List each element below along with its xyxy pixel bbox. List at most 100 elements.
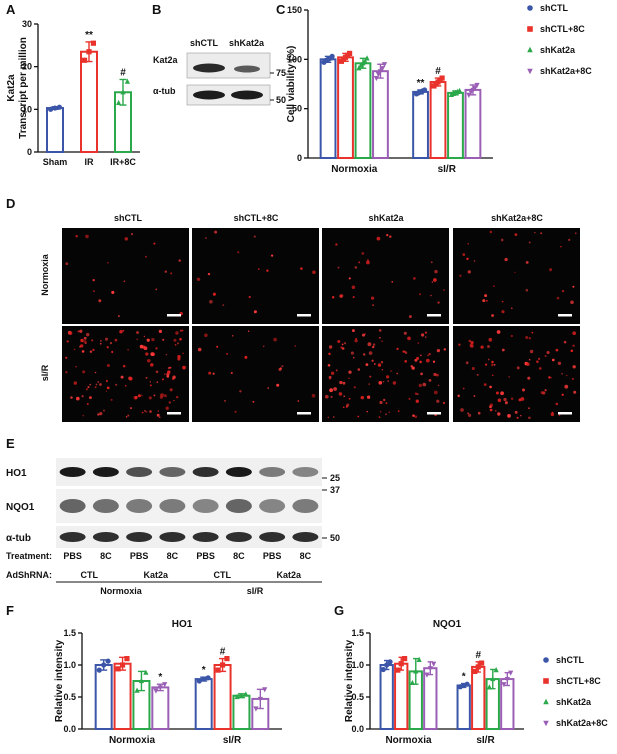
panel-d-tile-si-r-shkat2a-cell-78 bbox=[404, 350, 407, 353]
chart-g-point-normoxia-shctl-8c-2 bbox=[402, 656, 408, 662]
panel-d-tile-si-r-shkat2a-cell-64 bbox=[361, 333, 366, 337]
panel-d-tile-si-r-shkat2a-cell-95 bbox=[378, 329, 382, 332]
panel-d-tile-si-r-shkat2a-cell-82 bbox=[410, 365, 413, 368]
panel-d-tile-si-r-shctl-cell-115 bbox=[140, 394, 143, 397]
panel-d-tile-si-r-shctl-8c-cell-17 bbox=[234, 410, 237, 413]
panel-d-tile-si-r-shkat2a-cell-89 bbox=[420, 372, 423, 376]
panel-d-tile-si-r-shkat2a-8c-cell-14 bbox=[528, 336, 532, 340]
panel-d-tile-normoxia-shkat2a-8c-cell-7 bbox=[540, 232, 543, 235]
panel-d-tile-si-r-shkat2a-8c-cell-65 bbox=[531, 331, 534, 334]
chart-f-bar-normoxia-shctl-8c bbox=[113, 662, 132, 730]
panel-d-tile-si-r-shkat2a-cell-60 bbox=[353, 386, 356, 389]
panel-d-tile-si-r-shkat2a-8c-cell-15 bbox=[544, 389, 547, 392]
panel-d-tile-si-r-shkat2a-cell-1 bbox=[367, 342, 372, 347]
panel-d-tile-normoxia-shctl-cell-13 bbox=[164, 270, 168, 273]
panel-d-tile-si-r-shkat2a-8c-cell-75 bbox=[491, 374, 494, 377]
blot-e-marker-25: 25 bbox=[330, 473, 340, 483]
panel-d-tile-normoxia-shkat2a-8c-cell-24 bbox=[500, 238, 504, 242]
panel-d-tile-si-r-shkat2a-cell-93 bbox=[327, 363, 331, 367]
panel-d-tile-si-r-shkat2a-cell-69 bbox=[335, 369, 338, 372]
panel-d-tile-si-r-shkat2a-8c-cell-7 bbox=[557, 361, 562, 365]
blot-e-band-nqo1-7 bbox=[292, 499, 319, 513]
panel-d-row-normoxia: Normoxia bbox=[40, 253, 50, 296]
panel-d-tile-si-r-shctl-cell-108 bbox=[80, 344, 84, 348]
chart-c-point-si-r-shkat2a-8c-4 bbox=[474, 82, 480, 89]
blot-e-band-nqo1-5 bbox=[225, 499, 252, 513]
panel-d-tile-si-r-shctl-cell-94 bbox=[176, 396, 179, 399]
panel-d-tile-normoxia-shctl-8c-scale-bar bbox=[297, 314, 311, 317]
chart-c-ytick-label-50: 50 bbox=[292, 104, 302, 114]
chart-a-point-sham-1 bbox=[52, 105, 58, 111]
panel-d-tile-si-r-shctl-cell-62 bbox=[146, 338, 150, 342]
panel-d-tile-si-r-shkat2a-8c-cell-49 bbox=[497, 412, 501, 416]
panel-d-tile-normoxia-shkat2a-cell-22 bbox=[413, 277, 416, 280]
panel-d-tile-si-r-shkat2a-8c-cell-11 bbox=[483, 383, 487, 386]
blot-b-membrane-bottom bbox=[186, 84, 271, 106]
chart-c-xtick-si-r: sI/R bbox=[438, 164, 457, 175]
panel-d-tile-si-r-shctl-cell-49 bbox=[70, 396, 73, 399]
blot-e-band-nqo1-2 bbox=[126, 499, 153, 513]
legend-g-marker-shctl bbox=[543, 657, 549, 663]
panel-d-tile-si-r-shkat2a-cell-66 bbox=[425, 336, 427, 338]
panel-d-tile-si-r-shctl-cell-97 bbox=[149, 381, 152, 383]
chart-f-point-normoxia-shkat2a-8c-1 bbox=[157, 685, 163, 691]
panel-d-tile-si-r-shkat2a-cell-39 bbox=[379, 400, 383, 405]
chart-f-point-si-r-shctl-8c-1 bbox=[219, 662, 226, 668]
panel-d-tile-normoxia-shctl-8c bbox=[192, 228, 319, 324]
panel-d-tile-si-r-shkat2a-8c-cell-68 bbox=[540, 391, 544, 395]
blot-b-band-kat2a-shkat2a bbox=[234, 65, 260, 73]
panel-d-tile-si-r-shkat2a-8c-cell-40 bbox=[468, 413, 472, 417]
panel-d-tile-si-r-shctl-cell-12 bbox=[104, 337, 109, 341]
panel-d-tile-normoxia-shkat2a-8c-cell-28 bbox=[534, 231, 536, 234]
panel-d-tile-si-r-shctl-8c-cell-20 bbox=[226, 352, 229, 355]
chart-f-ytick-label-0-5: 0.5 bbox=[63, 692, 76, 702]
panel-d-tile-normoxia-shkat2a-8c bbox=[453, 228, 580, 324]
panel-d-tile-si-r-shctl-cell-59 bbox=[82, 370, 86, 374]
blot-b-marker-75: 75 bbox=[276, 68, 286, 78]
panel-d-tile-si-r-shctl-cell-21 bbox=[182, 352, 184, 355]
chart-g-bar-si-r-shkat2a-8c bbox=[500, 678, 515, 731]
panel-d-tile-si-r-shkat2a-cell-0 bbox=[377, 363, 382, 367]
chart-c-xtick-normoxia: Normoxia bbox=[331, 164, 378, 175]
chart-c-point-normoxia-shkat2a-8c-0 bbox=[373, 75, 379, 82]
panel-d-tile-normoxia-shctl-8c-cell-9 bbox=[248, 295, 251, 299]
panel-d-tile-normoxia-shctl-cell-10 bbox=[155, 288, 158, 291]
panel-d-tile-normoxia-shkat2a-8c-cell-13 bbox=[485, 299, 488, 302]
panel-d-tile-si-r-shctl-cell-113 bbox=[130, 407, 132, 410]
panel-d-tile-normoxia-shctl-cell-6 bbox=[145, 255, 147, 258]
chart-f-point-si-r-shctl-0 bbox=[196, 678, 202, 684]
panel-d-tile-normoxia-shkat2a-8c-cell-18 bbox=[459, 274, 462, 277]
chart-f-ytick-label-0-0: 0.0 bbox=[63, 724, 76, 734]
chart-f-point-normoxia-shkat2a-0 bbox=[134, 687, 140, 693]
chart-c-bar-normoxia-shctl bbox=[319, 58, 337, 159]
panel-d-tile-si-r-shctl-cell-69 bbox=[125, 416, 128, 418]
panel-d-tile-si-r-shkat2a-cell-88 bbox=[385, 413, 387, 416]
panel-d-tile-si-r-shctl-cell-85 bbox=[136, 338, 138, 341]
blot-e-treatment-5: 8C bbox=[233, 551, 245, 561]
panel-d-tile-normoxia-shctl-8c-cell-6 bbox=[237, 251, 240, 254]
panel-d-tile-si-r-shkat2a-cell-38 bbox=[417, 342, 420, 344]
panel-d-tile-si-r-shctl-cell-127 bbox=[89, 350, 93, 353]
chart-f-point-normoxia-shkat2a-2 bbox=[143, 669, 149, 675]
chart-a: 0 10 20 30 Kat2a Transcript per million Sham IR… bbox=[6, 19, 140, 167]
panel-d-tile-si-r-shctl-cell-37 bbox=[105, 379, 109, 383]
chart-g-bar-normoxia-shctl bbox=[379, 664, 394, 730]
panel-label-d: D bbox=[6, 196, 15, 211]
panel-d-tile-si-r-shkat2a-8c-cell-25 bbox=[493, 363, 496, 366]
blot-e-marker-50: 50 bbox=[330, 533, 340, 543]
panel-d-tile-si-r-shkat2a-8c-cell-56 bbox=[520, 414, 522, 417]
blot-e-band-ho1-3 bbox=[159, 467, 186, 477]
chart-a-point-ir-8c-1 bbox=[120, 89, 126, 95]
panel-d-tile-si-r-shkat2a-8c-cell-83 bbox=[487, 358, 490, 361]
panel-d-tile-si-r-shctl-cell-107 bbox=[88, 396, 92, 400]
panel-d-tile-normoxia-shkat2a-scale-bar bbox=[427, 314, 441, 317]
chart-a-xtick-ir: IR bbox=[85, 157, 95, 167]
chart-c-point-si-r-shctl-8c-4 bbox=[439, 75, 445, 81]
panel-d-tile-si-r-shctl-cell-22 bbox=[144, 410, 146, 412]
blot-b-marker-50: 50 bbox=[276, 95, 286, 105]
panel-d-tile-normoxia-shctl-scale-bar bbox=[167, 314, 181, 317]
panel-d-tile-si-r-shctl-cell-20 bbox=[181, 329, 184, 332]
panel-d-tile-si-r-shkat2a-cell-9 bbox=[435, 373, 439, 377]
panel-d-tile-si-r-shkat2a-cell-100 bbox=[329, 388, 333, 393]
